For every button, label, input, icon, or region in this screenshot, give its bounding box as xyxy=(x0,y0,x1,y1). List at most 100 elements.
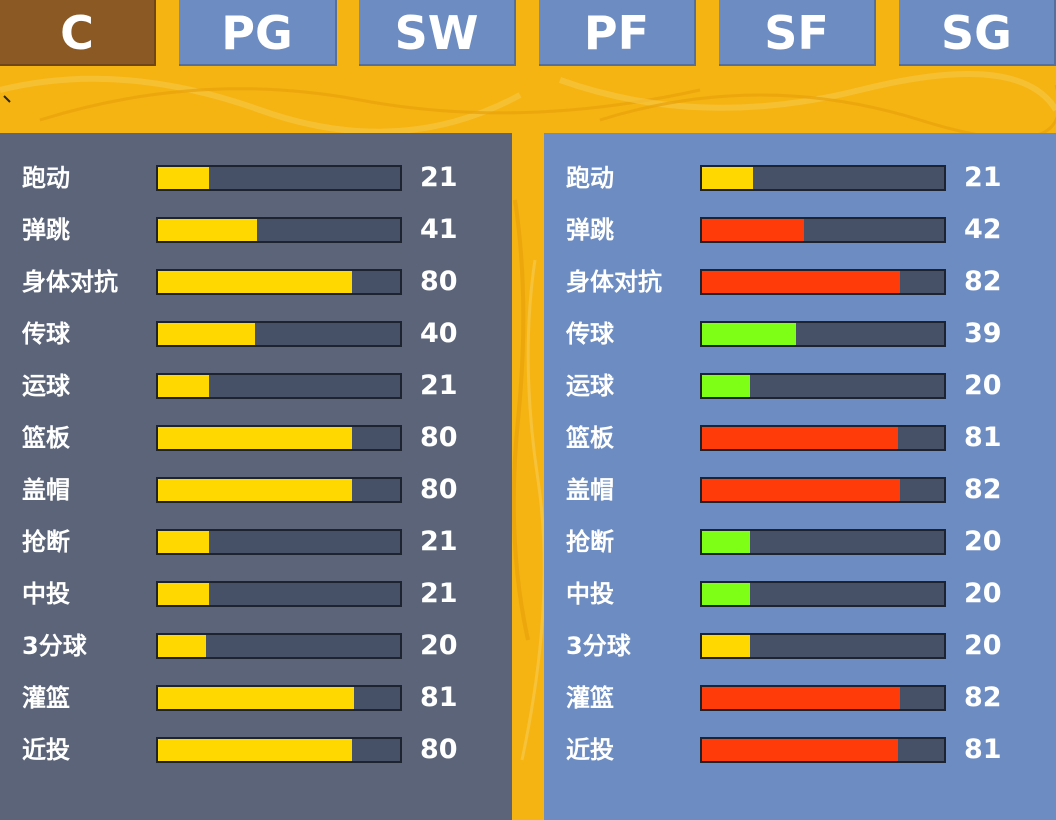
stat-bar xyxy=(700,425,946,451)
stat-bar xyxy=(700,373,946,399)
stat-bar xyxy=(156,217,402,243)
stat-label: 近投 xyxy=(566,736,614,764)
stat-bar-fill xyxy=(702,323,797,345)
stat-bar xyxy=(700,165,946,191)
stat-bar-fill xyxy=(158,375,209,397)
position-tab-bar: C PG SW PF SF SG xyxy=(0,0,1056,68)
stat-bar-fill xyxy=(158,739,352,761)
tab-pg[interactable]: PG xyxy=(179,0,337,66)
stat-bar-fill xyxy=(158,635,207,657)
stat-label: 跑动 xyxy=(22,164,70,192)
stat-bar-fill xyxy=(702,583,751,605)
stat-row: 传球 39 xyxy=(544,316,1056,352)
stat-bar xyxy=(700,737,946,763)
stat-label: 盖帽 xyxy=(566,476,614,504)
stat-bar xyxy=(700,321,946,347)
stat-bar xyxy=(156,685,402,711)
stat-bar-fill xyxy=(158,687,355,709)
stat-bar xyxy=(700,633,946,659)
stat-value: 20 xyxy=(964,578,1002,609)
stat-row: 3分球 20 xyxy=(0,628,512,664)
stat-value: 80 xyxy=(420,734,458,765)
stat-label: 3分球 xyxy=(566,632,631,660)
stat-row: 跑动 21 xyxy=(544,160,1056,196)
stat-bar xyxy=(700,529,946,555)
stat-bar-fill xyxy=(702,167,753,189)
stat-label: 灌篮 xyxy=(566,684,614,712)
stat-bar-fill xyxy=(158,427,352,449)
stat-value: 40 xyxy=(420,318,458,349)
stat-bar-fill xyxy=(702,479,901,501)
tab-pf[interactable]: PF xyxy=(539,0,696,66)
stat-bar xyxy=(156,529,402,555)
stat-value: 21 xyxy=(420,526,458,557)
stat-row: 灌篮 81 xyxy=(0,680,512,716)
stat-value: 21 xyxy=(420,578,458,609)
stat-bar-fill xyxy=(702,219,804,241)
stat-label: 身体对抗 xyxy=(566,268,662,296)
stat-value: 20 xyxy=(420,630,458,661)
stat-label: 运球 xyxy=(22,372,70,400)
stat-bar xyxy=(156,321,402,347)
stat-bar xyxy=(156,165,402,191)
stat-value: 20 xyxy=(964,526,1002,557)
tab-c[interactable]: C xyxy=(0,0,156,66)
stat-value: 20 xyxy=(964,630,1002,661)
stat-row: 篮板 80 xyxy=(0,420,512,456)
stat-label: 传球 xyxy=(566,320,614,348)
stat-bar xyxy=(700,217,946,243)
stat-bar xyxy=(156,477,402,503)
stat-bar-fill xyxy=(158,323,255,345)
stat-row: 篮板 81 xyxy=(544,420,1056,456)
stat-label: 盖帽 xyxy=(22,476,70,504)
stat-value: 80 xyxy=(420,266,458,297)
stat-row: 弹跳 41 xyxy=(0,212,512,248)
stat-label: 灌篮 xyxy=(22,684,70,712)
stat-value: 81 xyxy=(964,734,1002,765)
stat-row: 中投 21 xyxy=(0,576,512,612)
stat-label: 中投 xyxy=(566,580,614,608)
stat-row: 近投 81 xyxy=(544,732,1056,768)
stat-bar-fill xyxy=(702,687,901,709)
tab-sg[interactable]: SG xyxy=(899,0,1056,66)
stat-value: 42 xyxy=(964,214,1002,245)
stat-bar xyxy=(156,633,402,659)
stat-bar-fill xyxy=(158,479,352,501)
stat-label: 篮板 xyxy=(566,424,614,452)
stat-bar-fill xyxy=(702,635,751,657)
stat-label: 弹跳 xyxy=(22,216,70,244)
stat-value: 21 xyxy=(964,162,1002,193)
right-stats-panel: 跑动 21 弹跳 42 身体对抗 82 传球 39 运球 20 篮板 81 盖帽 82 抢断 20 中投 20 3分… xyxy=(544,133,1056,820)
stat-row: 盖帽 80 xyxy=(0,472,512,508)
stat-bar-fill xyxy=(158,167,209,189)
stat-row: 跑动 21 xyxy=(0,160,512,196)
stat-label: 运球 xyxy=(566,372,614,400)
stat-row: 身体对抗 82 xyxy=(544,264,1056,300)
stat-row: 运球 20 xyxy=(544,368,1056,404)
stat-row: 抢断 21 xyxy=(0,524,512,560)
left-stats-panel: 跑动 21 弹跳 41 身体对抗 80 传球 40 运球 21 篮板 80 盖帽 80 抢断 21 中投 21 3分… xyxy=(0,133,512,820)
stat-value: 41 xyxy=(420,214,458,245)
tab-sf[interactable]: SF xyxy=(719,0,876,66)
stat-bar xyxy=(156,373,402,399)
stat-row: 身体对抗 80 xyxy=(0,264,512,300)
stat-bar-fill xyxy=(158,271,352,293)
tab-sw[interactable]: SW xyxy=(359,0,516,66)
stat-label: 抢断 xyxy=(22,528,70,556)
stat-row: 盖帽 82 xyxy=(544,472,1056,508)
stat-label: 传球 xyxy=(22,320,70,348)
stat-row: 中投 20 xyxy=(544,576,1056,612)
stat-row: 传球 40 xyxy=(0,316,512,352)
stat-value: 81 xyxy=(420,682,458,713)
stat-bar xyxy=(156,425,402,451)
stat-value: 82 xyxy=(964,682,1002,713)
stat-value: 82 xyxy=(964,266,1002,297)
stat-bar xyxy=(156,269,402,295)
stat-label: 近投 xyxy=(22,736,70,764)
stat-value: 20 xyxy=(964,370,1002,401)
stat-label: 弹跳 xyxy=(566,216,614,244)
stat-bar-fill xyxy=(702,375,751,397)
stat-value: 82 xyxy=(964,474,1002,505)
stat-bar xyxy=(156,581,402,607)
stat-bar-fill xyxy=(702,531,751,553)
